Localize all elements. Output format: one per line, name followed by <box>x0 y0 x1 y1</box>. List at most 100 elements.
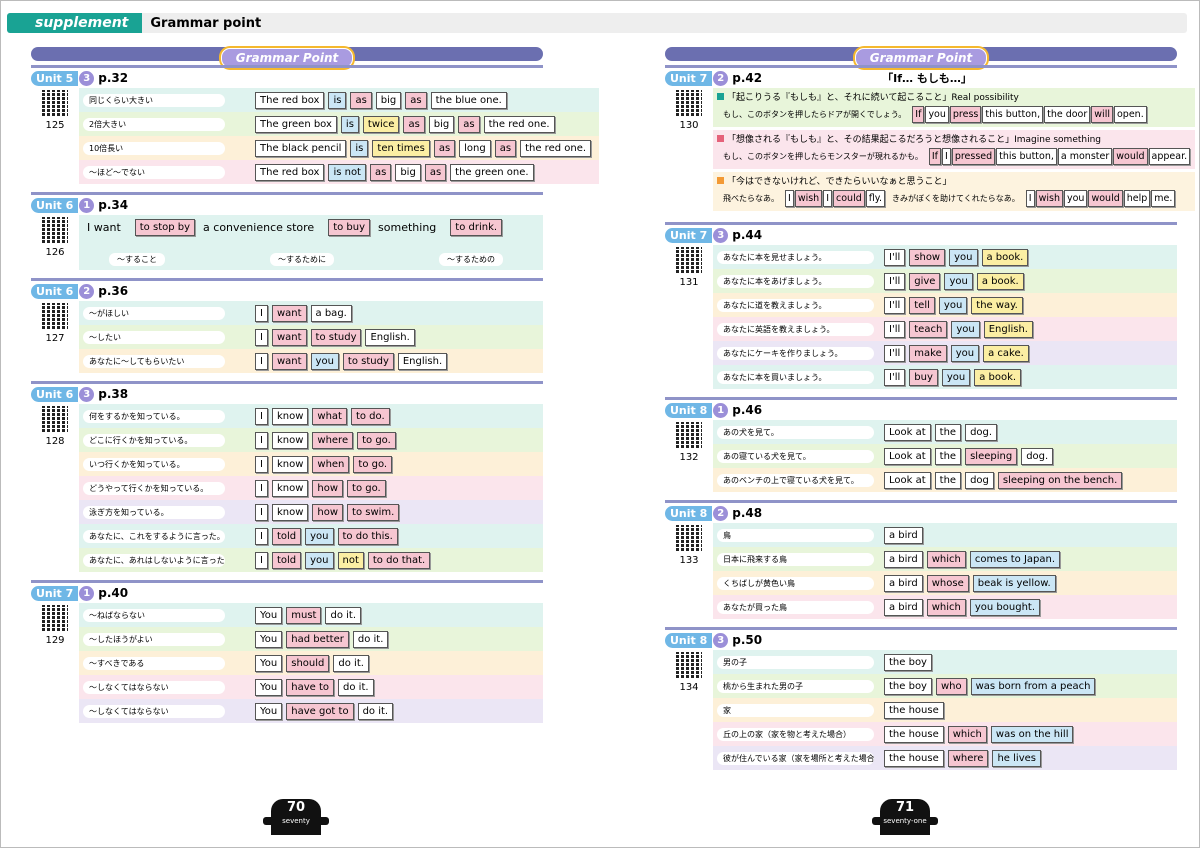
word-box: is <box>350 139 369 157</box>
word-box: sleeping <box>965 447 1018 465</box>
row: ～ほど～でない The red box is not as big as the green… <box>79 160 600 184</box>
word-box: something <box>378 220 437 234</box>
word-box: as <box>405 91 427 109</box>
page-ref: p.50 <box>732 633 763 647</box>
group-title: 「今はできないけれど、できたらいいなぁと思うこと」 <box>717 174 1191 187</box>
word-box: could <box>833 189 865 207</box>
section: Unit 6 1 p.34 126 I want to stop by a convenie… <box>31 192 543 270</box>
word-box: told <box>271 551 302 569</box>
qr-code <box>676 525 702 551</box>
row: あなたに本をあげましょう。 I'll give you a book. <box>713 269 1177 293</box>
row: ～したほうがよい You had better do it. <box>79 627 543 651</box>
word-box: the <box>934 471 962 489</box>
word-box: dog. <box>1021 447 1054 465</box>
word-box: If <box>928 147 941 165</box>
row: 同じくらい大きい The red box is as big as the blue one… <box>79 88 600 112</box>
word-box: which <box>947 725 987 743</box>
word-box: the red one. <box>483 115 555 133</box>
code-number: 131 <box>679 277 699 288</box>
word-box: had better <box>286 630 349 648</box>
word-box: dog <box>965 471 994 489</box>
word-box: the house <box>884 725 944 743</box>
word-box: I'll <box>884 344 906 362</box>
qr-column: 125 <box>31 88 79 184</box>
word-box: the door <box>1044 105 1091 123</box>
page-ref: p.48 <box>732 506 763 520</box>
japanese-label: ～がほしい <box>83 306 225 320</box>
word-box: I <box>942 147 951 165</box>
rows: あの犬を見て。 Look at the dog. あの寝ている犬を見て。 Look at t… <box>713 420 1177 492</box>
word-box: a monster <box>1057 147 1113 165</box>
word-box: I'll <box>884 368 906 386</box>
word-box: the house <box>884 749 944 767</box>
code-number: 132 <box>679 452 699 463</box>
word-box: ten times <box>372 139 430 157</box>
qr-column: 128 <box>31 404 79 572</box>
page-ref: p.46 <box>732 403 763 417</box>
japanese-label: 何をするかを知っている。 <box>83 409 225 423</box>
word-box: to go. <box>353 455 393 473</box>
page-ref: p.36 <box>98 284 129 298</box>
word-box: who <box>935 677 967 695</box>
word-box: he lives <box>992 749 1041 767</box>
step-badge: 3 <box>713 632 729 648</box>
section: Unit 8 2 p.48 133 鳥 a bird 日本に飛来する鳥 a bird which… <box>665 500 1177 619</box>
japanese-label: ～しなくてはならない <box>83 680 225 694</box>
word-box: help <box>1123 189 1151 207</box>
page-ref: p.40 <box>98 586 129 600</box>
word-box: where <box>947 749 989 767</box>
qr-code <box>676 247 702 273</box>
word-box: know <box>271 431 309 449</box>
word-box: beak is yellow. <box>972 574 1056 592</box>
section-header: Unit 7 1 p.40 <box>31 583 543 603</box>
qr-column: 127 <box>31 301 79 373</box>
row: あの寝ている犬を見て。 Look at the sleeping dog. <box>713 444 1177 468</box>
section-header: Unit 7 2 p.42 「If… もしも…」 <box>665 68 1177 88</box>
qr-code <box>676 422 702 448</box>
japanese-label: あなたに～してもらいたい <box>83 354 225 368</box>
word-box: make <box>909 344 947 362</box>
japanese-label: あなたに本を見せましょう。 <box>717 250 874 264</box>
unit-badge: Unit 7 <box>665 70 713 86</box>
word-box: wish <box>794 189 823 207</box>
step-badge: 1 <box>79 197 95 213</box>
row: あなたに英語を教えましょう。 I'll teach you English. <box>713 317 1177 341</box>
step-badge: 3 <box>79 70 95 86</box>
japanese-label: 2倍大きい <box>83 117 225 131</box>
row: 丘の上の家（家を物と考えた場合） the house which was on the… <box>713 722 1177 746</box>
word-box: the house <box>884 701 944 719</box>
qr-code <box>42 303 68 329</box>
word-box: as <box>403 115 425 133</box>
word-box: You <box>255 654 283 672</box>
group: 「想像される『もしも』と、その結果起こるだろうと想像されること」Imagine … <box>713 130 1196 169</box>
japanese-label: 泳ぎ方を知っている。 <box>83 505 225 519</box>
section: Unit 8 3 p.50 134 男の子 the boy 桃から生まれた男の子 the bo… <box>665 627 1177 770</box>
heading-bar: Grammar Point <box>665 47 1177 68</box>
page: Grammar Point Unit 5 3 p.32 125 同じくらい大きい The r… <box>31 45 600 845</box>
word-box: as <box>350 91 372 109</box>
group-title-text: 「今はできないけれど、できたらいいなぁと思うこと」 <box>727 177 952 187</box>
unit-badge: Unit 8 <box>665 632 713 648</box>
section: Unit 7 3 p.44 131 あなたに本を見せましょう。 I'll show you a … <box>665 222 1177 389</box>
row: 10倍長い The black pencil is ten times as long as… <box>79 136 600 160</box>
section-header: Unit 8 2 p.48 <box>665 503 1177 523</box>
page-number: 71 seventy-one <box>872 799 938 835</box>
japanese-label: あなたに、これをするように言った。 <box>83 529 225 543</box>
unit-badge: Unit 6 <box>31 283 79 299</box>
word-box: You <box>255 630 283 648</box>
step-badge: 2 <box>713 505 729 521</box>
word-box: I <box>785 189 794 207</box>
word-box: know <box>271 503 309 521</box>
header-title: Grammar point <box>150 15 262 31</box>
japanese-label: ～すべきである <box>83 656 225 670</box>
section-header: Unit 8 1 p.46 <box>665 400 1177 420</box>
